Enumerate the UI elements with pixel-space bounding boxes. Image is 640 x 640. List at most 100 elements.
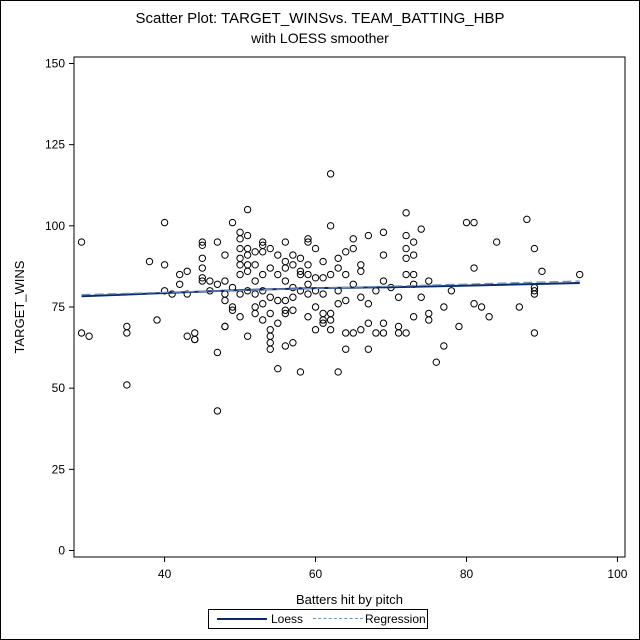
data-point: [243, 205, 252, 214]
data-point: [289, 283, 297, 292]
data-point: [440, 303, 448, 311]
data-point: [417, 293, 425, 301]
data-point: [409, 313, 418, 321]
data-point: [432, 358, 441, 366]
y-tick-label: 100: [45, 219, 65, 233]
data-point: [213, 407, 222, 415]
x-tick-label: 60: [309, 567, 323, 581]
data-point: [530, 290, 539, 298]
data-point: [266, 339, 274, 347]
data-point: [326, 222, 335, 230]
data-point: [198, 264, 207, 272]
data-point: [198, 254, 207, 262]
data-point: [515, 303, 524, 311]
legend-swatch-loess: [217, 618, 267, 620]
data-point: [349, 329, 357, 337]
data-point: [281, 257, 290, 266]
data-point: [183, 290, 191, 298]
data-point: [289, 261, 297, 269]
data-point: [485, 313, 493, 321]
data-point: [175, 280, 184, 288]
data-point: [281, 342, 290, 350]
data-point: [357, 267, 365, 275]
regression-line: [81, 280, 580, 296]
legend-label-loess: Loess: [271, 612, 304, 626]
data-point: [409, 238, 418, 246]
data-point: [576, 270, 584, 279]
data-point: [394, 329, 403, 337]
data-point: [236, 270, 244, 279]
data-point: [289, 339, 297, 347]
data-point: [394, 293, 403, 301]
data-point: [281, 264, 290, 272]
data-point: [357, 326, 365, 334]
data-point: [243, 332, 252, 340]
data-point: [274, 251, 282, 259]
y-tick-label: 150: [45, 56, 65, 70]
data-point: [402, 254, 410, 262]
data-point: [319, 290, 327, 298]
data-point: [191, 329, 199, 337]
y-tick-label: 125: [45, 138, 65, 152]
data-point: [289, 306, 297, 314]
data-point: [364, 300, 373, 308]
data-point: [425, 277, 433, 285]
data-point: [311, 274, 320, 282]
data-point: [175, 270, 184, 279]
data-point: [319, 309, 327, 318]
data-point: [326, 270, 335, 279]
data-point: [304, 270, 312, 279]
data-point: [236, 244, 244, 253]
data-point: [319, 257, 327, 266]
data-point: [334, 264, 342, 272]
data-point: [258, 248, 267, 256]
data-point: [342, 248, 350, 256]
data-point: [394, 322, 403, 331]
data-point: [251, 277, 259, 285]
data-point: [530, 329, 539, 337]
data-point: [326, 170, 335, 178]
data-point: [198, 274, 207, 282]
data-point: [349, 280, 357, 288]
data-point: [236, 290, 244, 298]
data-point: [530, 287, 539, 295]
data-point: [523, 215, 531, 224]
data-point: [153, 316, 161, 324]
data-point: [221, 322, 229, 331]
data-point: [236, 235, 244, 243]
data-point: [221, 296, 229, 305]
data-point: [296, 254, 305, 262]
data-point: [274, 270, 282, 279]
data-point: [221, 251, 229, 259]
data-point: [191, 335, 199, 344]
data-point: [455, 322, 463, 331]
data-point: [342, 329, 350, 337]
data-point: [296, 267, 305, 275]
data-point: [266, 326, 274, 334]
data-point: [470, 300, 478, 308]
x-axis-label: Batters hit by pitch: [296, 592, 403, 607]
data-point: [281, 296, 290, 305]
data-point: [266, 309, 274, 318]
data-point: [425, 316, 433, 324]
data-point: [319, 274, 327, 282]
data-point: [251, 303, 259, 311]
data-point: [538, 267, 546, 275]
loess-line: [81, 281, 580, 298]
data-point: [266, 264, 274, 272]
data-point: [266, 345, 274, 353]
data-point: [258, 300, 267, 308]
data-point: [258, 316, 267, 324]
data-point: [334, 368, 342, 376]
data-point: [123, 381, 131, 389]
data-point: [379, 251, 388, 259]
data-point: [289, 251, 297, 259]
data-point: [304, 290, 312, 298]
data-point: [281, 309, 290, 318]
data-point: [236, 261, 244, 269]
data-point: [530, 244, 539, 253]
data-point: [492, 238, 501, 246]
data-point: [304, 313, 312, 321]
y-tick-label: 0: [58, 544, 65, 558]
chart-subtitle: with LOESS smoother: [251, 30, 389, 46]
